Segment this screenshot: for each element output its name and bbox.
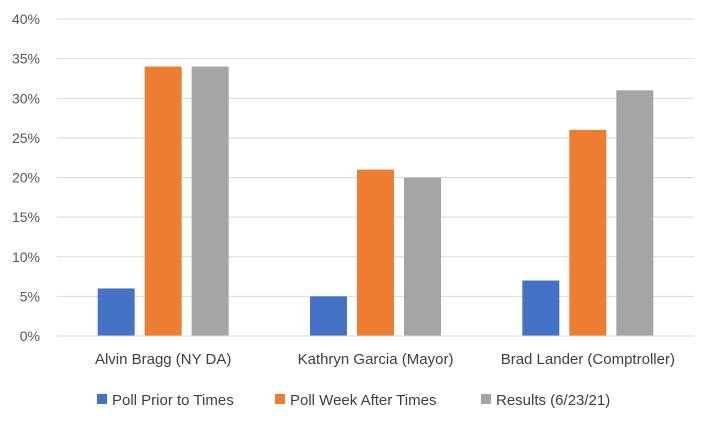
legend-label: Results (6/23/21) <box>496 392 610 409</box>
bar-1-1 <box>97 288 135 336</box>
y-tick-label: 20% <box>12 170 40 186</box>
legend-label: Poll Prior to Times <box>112 392 234 409</box>
legend-swatch <box>275 394 285 404</box>
legend: Poll Prior to Times Poll Week After Times… <box>97 392 610 409</box>
y-tick-label: 35% <box>12 51 40 67</box>
legend-swatch <box>97 394 107 404</box>
y-tick-label: 25% <box>12 130 40 146</box>
y-axis: 0% 5% 10% 15% 20% 25% 30% 35% 40% <box>12 11 40 344</box>
y-tick-label: 15% <box>12 209 40 225</box>
y-tick-label: 40% <box>12 11 40 27</box>
bar-2-2 <box>357 169 394 336</box>
bar-1-3 <box>522 280 560 336</box>
bar-2-1 <box>144 66 182 337</box>
x-category-label: Kathryn Garcia (Mayor) <box>298 351 454 368</box>
x-category-label: Brad Lander (Comptroller) <box>501 351 675 368</box>
x-axis: Alvin Bragg (NY DA) Kathryn Garcia (Mayor… <box>57 335 694 368</box>
bar-2-3 <box>569 129 607 336</box>
y-tick-label: 5% <box>20 288 40 304</box>
bar-3-1 <box>191 66 229 337</box>
x-category-label: Alvin Bragg (NY DA) <box>95 351 231 368</box>
y-tick-label: 0% <box>20 328 40 344</box>
bar-1-2 <box>310 296 347 336</box>
legend-label: Poll Week After Times <box>290 392 436 409</box>
bar-3-2 <box>404 177 441 336</box>
y-tick-label: 10% <box>12 249 40 265</box>
bar-3-3 <box>616 90 654 336</box>
y-tick-label: 30% <box>12 90 40 106</box>
legend-swatch <box>481 394 491 404</box>
bars <box>97 66 654 337</box>
